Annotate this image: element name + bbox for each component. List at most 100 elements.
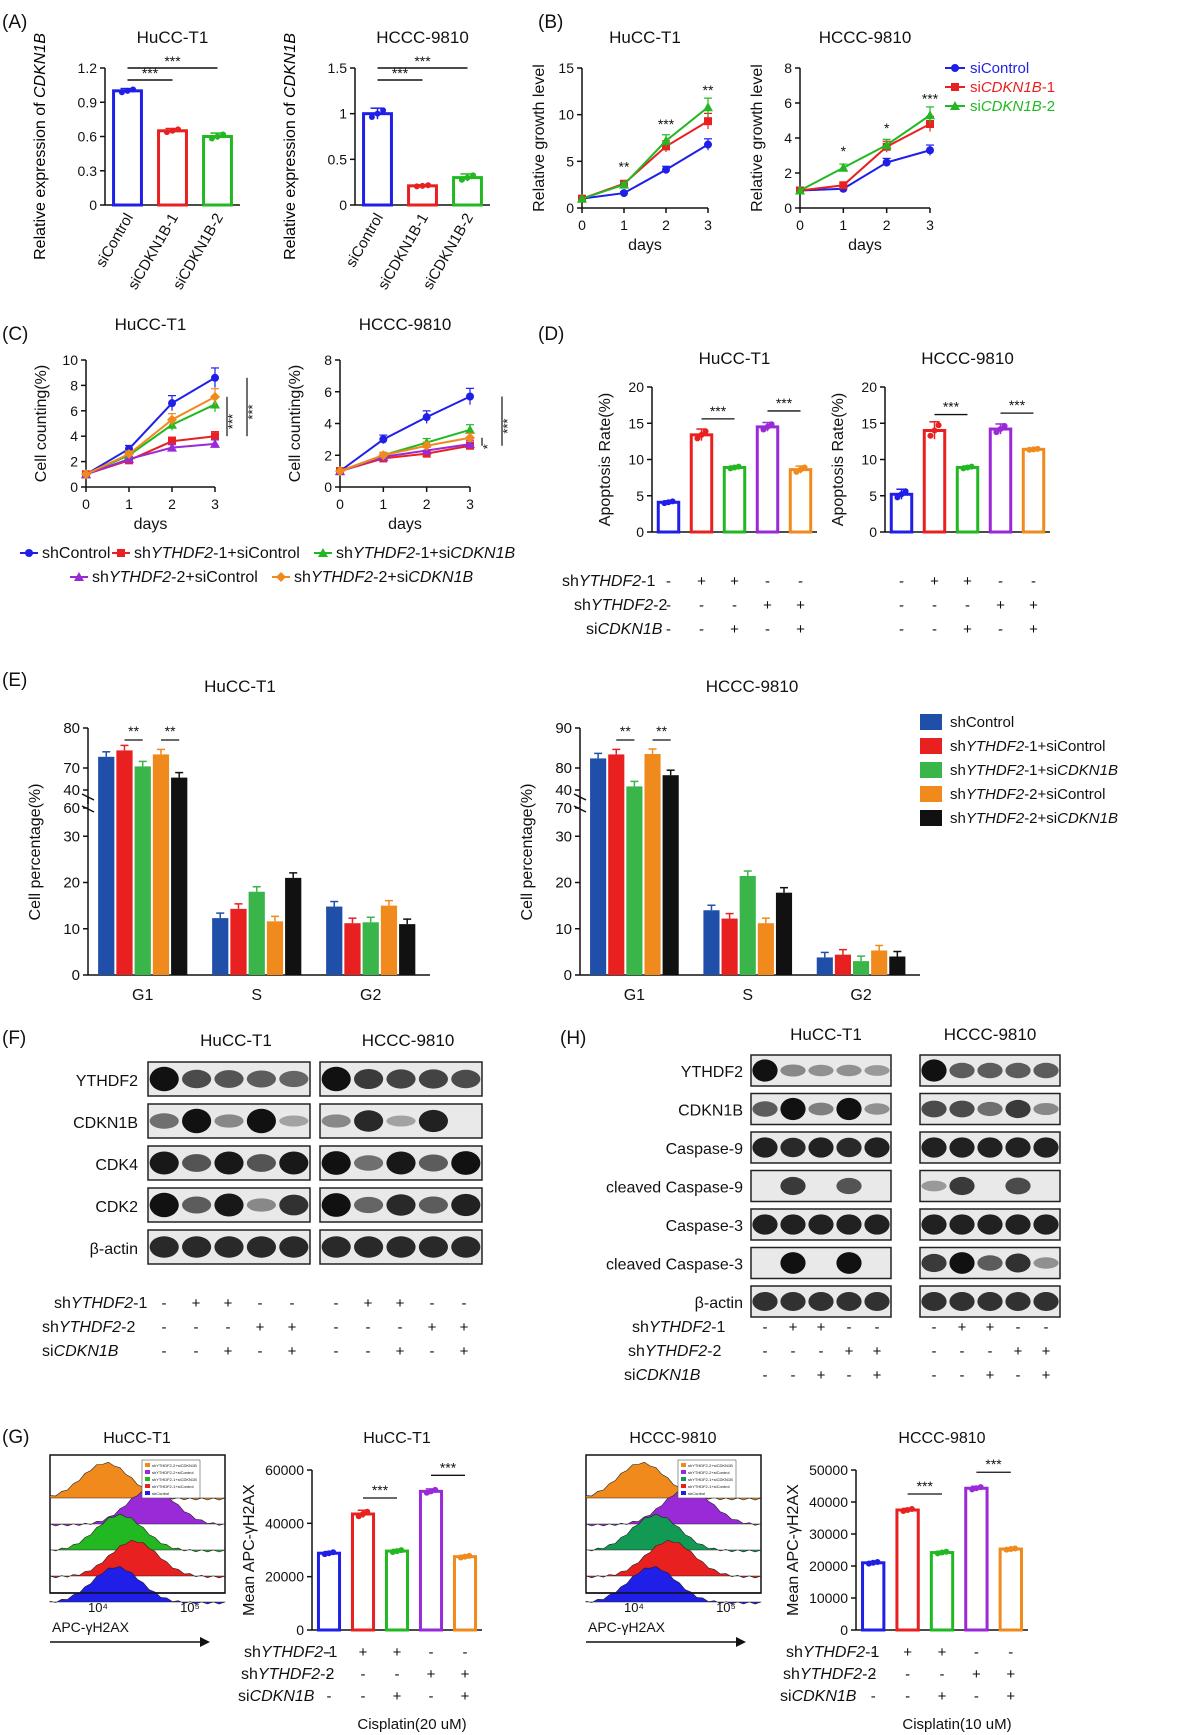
gene-name: CDKN1B [636, 1367, 701, 1384]
text-span: -2+si [373, 569, 408, 586]
x-category-label: S [251, 987, 262, 1004]
band [921, 1059, 947, 1082]
panel-label-A: (A) [2, 12, 27, 33]
panel-label-E: (E) [2, 670, 27, 691]
data-point [839, 181, 848, 190]
text-span: sh [786, 1644, 803, 1661]
treatment-sign: - [871, 1666, 876, 1683]
data-point [694, 435, 701, 442]
band [246, 1070, 276, 1088]
histogram-peak [49, 1513, 226, 1553]
data-point [163, 129, 170, 136]
treatment-row-label: siCDKN1B [586, 621, 663, 638]
band [149, 1236, 179, 1258]
blot-band [750, 1208, 892, 1241]
band [752, 1214, 778, 1235]
treatment-sign: - [366, 1319, 371, 1336]
series-line [85, 435, 216, 476]
panel-label-D: (D) [538, 324, 564, 345]
bar-chart-G-HuCC-T1: 0 20000 40000 60000 HuCC-T1 Mean APC-γH2AX ***… [241, 1430, 482, 1733]
band [780, 1252, 806, 1274]
y-tick-label: 0 [784, 200, 792, 216]
chart-title: HCCC-9810 [921, 349, 1014, 368]
x-tick-label: 0 [82, 496, 90, 512]
legend-swatch [920, 762, 942, 778]
y-tick-label: 2 [784, 165, 792, 181]
band-label: Caspase-3 [666, 1218, 743, 1235]
y-tick-label: 0 [869, 524, 877, 540]
flow-legend-swatch [145, 1470, 150, 1474]
treatment-row-label: shYTHDF2-1 [786, 1644, 879, 1661]
gene-name: CDKN1B [54, 1343, 119, 1360]
chart-title: HCCC-9810 [359, 315, 452, 334]
legend-swatch [920, 714, 942, 730]
y-tick-label: 6 [324, 384, 332, 400]
treatment-sign: + [256, 1319, 265, 1336]
treatment-sign: - [732, 597, 737, 614]
bar [171, 777, 188, 975]
bar [895, 1508, 920, 1632]
chart-title: HuCC-T1 [609, 28, 681, 47]
band [949, 1252, 975, 1274]
data-point [211, 432, 219, 441]
x-tick-label: 3 [466, 496, 474, 512]
data-point [211, 373, 219, 382]
y-tick-label: 0.9 [78, 94, 98, 110]
significance-mark: ** [703, 82, 714, 98]
treatment-row-label: shYTHDF2-1 [562, 573, 655, 590]
x-tick-label: 10⁵ [180, 1600, 200, 1615]
legend-item: shYTHDF2-1+siCDKN1B [920, 762, 1118, 779]
data-point [364, 1508, 371, 1515]
text-span: si [970, 79, 981, 96]
bar-chart-A-HCCC-9810: 0 0.5 1 1.5 HCCC-9810 Relative expression of … [282, 28, 490, 293]
treatment-sign: - [798, 573, 803, 590]
band [808, 1214, 834, 1235]
y-tick-label: 0.5 [328, 151, 348, 167]
blot-band [919, 1054, 1061, 1087]
y-tick-label: 0 [339, 197, 347, 213]
text-span: -1 [323, 1644, 337, 1661]
treatment-sign: + [288, 1319, 297, 1336]
series-line [85, 442, 216, 476]
gene-name: CDKN1B [282, 33, 299, 98]
data-point [130, 86, 137, 93]
band [1005, 1214, 1031, 1235]
data-point [421, 440, 432, 451]
flow-legend-label: shYTHDF2-1+siCDKN1B [688, 1477, 733, 1482]
histogram-peak [585, 1513, 762, 1553]
text-span: -2 [707, 1343, 721, 1360]
treatment-sign: + [996, 597, 1005, 614]
treatment-sign: - [666, 597, 671, 614]
y-tick-label: 70 [555, 800, 572, 817]
treatment-sign: + [730, 621, 739, 638]
bar [662, 775, 679, 975]
band [864, 1103, 890, 1115]
treatment-row-label: shYTHDF2-1 [632, 1319, 725, 1336]
x-axis-label: days [848, 237, 882, 254]
treatment-sign: - [932, 621, 937, 638]
legend-item: shYTHDF2-1+siControl [920, 738, 1105, 755]
text-span: sh [950, 762, 966, 779]
x-category-label: G1 [624, 987, 645, 1004]
x-axis-label: days [628, 237, 662, 254]
y-tick-label: 5 [869, 488, 877, 504]
data-point [950, 101, 960, 110]
treatment-sign: + [364, 1295, 373, 1312]
data-point [167, 442, 177, 452]
band [246, 1154, 276, 1172]
y-tick-label: 0 [296, 1622, 304, 1638]
chart-title: HCCC-9810 [629, 1430, 716, 1447]
y-tick-label: 80 [63, 720, 80, 737]
y-tick-label: 0 [89, 197, 97, 213]
treatment-sign: + [986, 1367, 995, 1384]
band [977, 1214, 1003, 1235]
treatment-sign: - [194, 1343, 199, 1360]
histogram-peak [49, 1566, 226, 1605]
data-point [422, 413, 431, 422]
data-point [669, 498, 676, 505]
treatment-row-label: shYTHDF2-2 [628, 1343, 721, 1360]
text-span: sh [950, 738, 966, 755]
treatment-sign: - [905, 1688, 910, 1705]
band [451, 1151, 481, 1175]
